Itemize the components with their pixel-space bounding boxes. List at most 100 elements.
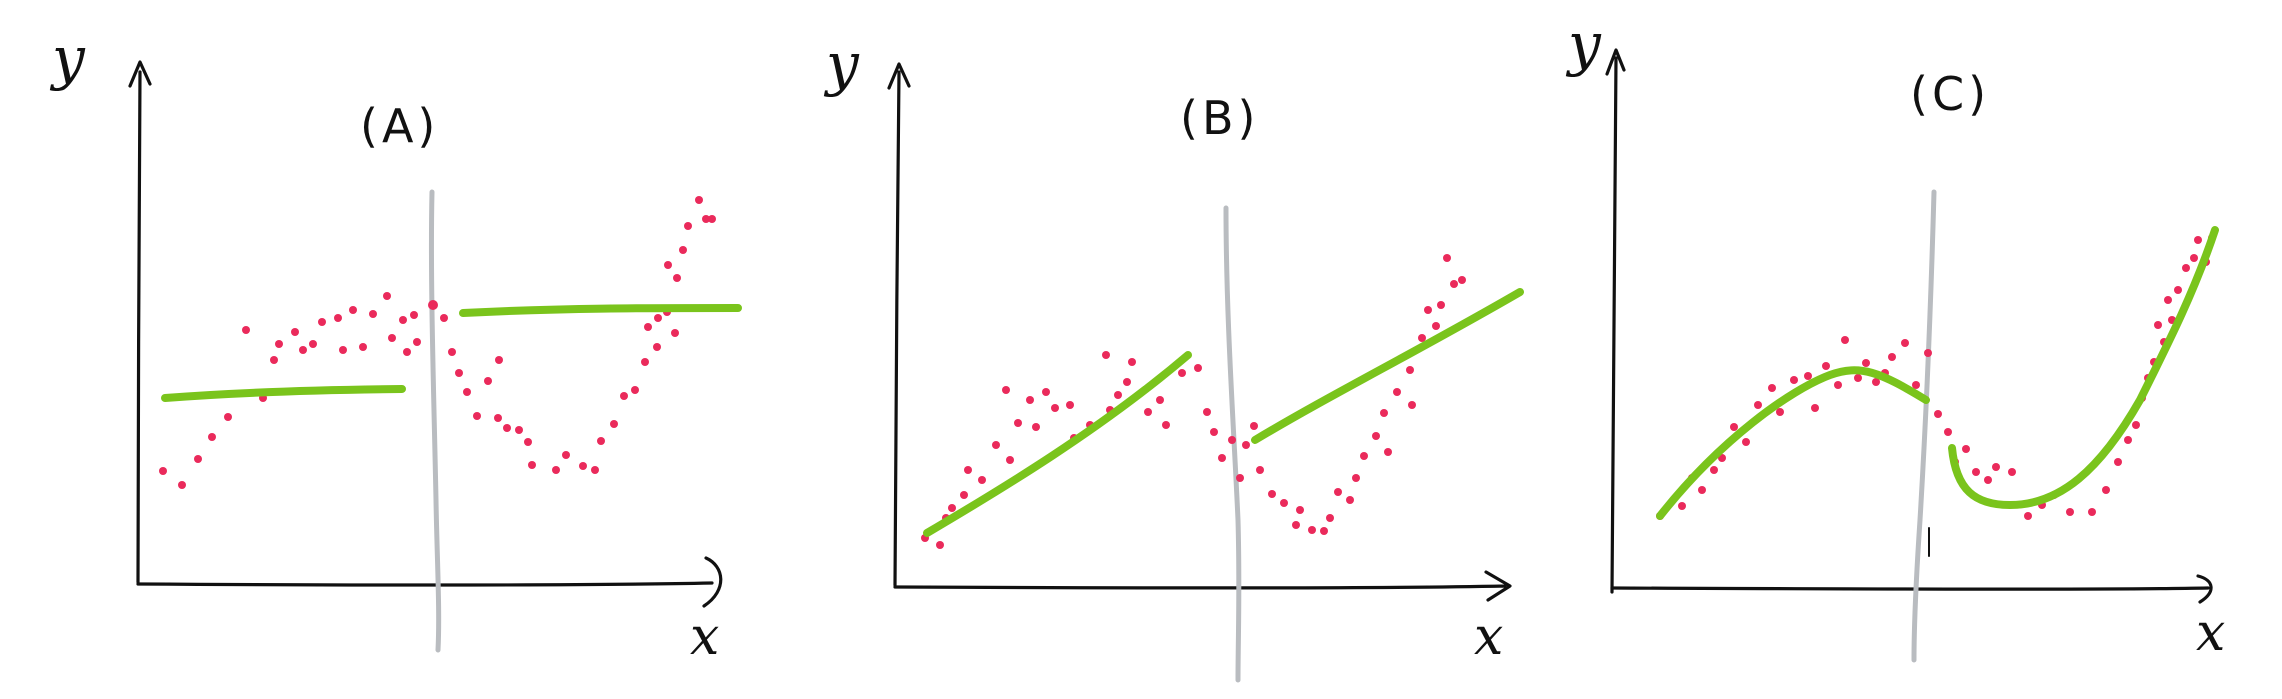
data-point xyxy=(597,437,605,445)
data-point xyxy=(1730,423,1738,431)
data-point xyxy=(978,476,986,484)
data-point xyxy=(1393,388,1401,396)
panel-b-fit-line-left xyxy=(927,355,1188,533)
data-point xyxy=(318,318,326,326)
data-point xyxy=(299,346,307,354)
panel-c: y x (C) xyxy=(1565,10,2225,663)
data-point xyxy=(948,504,956,512)
data-point xyxy=(270,356,278,364)
data-point xyxy=(2164,296,2172,304)
data-point xyxy=(1156,396,1164,404)
data-point xyxy=(644,323,652,331)
data-point xyxy=(1742,438,1750,446)
data-point xyxy=(1144,408,1152,416)
data-point xyxy=(1352,474,1360,482)
data-point xyxy=(291,328,299,336)
data-point xyxy=(653,343,661,351)
data-point xyxy=(503,424,511,432)
panel-c-x-axis xyxy=(1612,576,2211,602)
panel-b: y x (B) xyxy=(823,30,1520,680)
data-point xyxy=(1032,423,1040,431)
data-point xyxy=(388,334,396,342)
panel-b-divider xyxy=(1226,208,1239,680)
data-point xyxy=(399,316,407,324)
data-point xyxy=(684,222,692,230)
data-point xyxy=(1292,521,1300,529)
data-point xyxy=(2154,321,2162,329)
data-point xyxy=(964,466,972,474)
data-point xyxy=(494,414,502,422)
data-point xyxy=(679,246,687,254)
data-point xyxy=(1406,366,1414,374)
panel-c-title: (C) xyxy=(1910,67,1990,121)
panel-a-fit-line-left xyxy=(165,389,402,398)
data-point xyxy=(1242,441,1250,449)
data-point xyxy=(383,292,391,300)
data-point xyxy=(1334,488,1342,496)
data-point xyxy=(708,215,716,223)
panel-a-data-points xyxy=(159,196,716,489)
data-point xyxy=(1710,466,1718,474)
data-point xyxy=(1804,372,1812,380)
data-point xyxy=(1822,362,1830,370)
data-point xyxy=(562,451,570,459)
data-point xyxy=(1360,452,1368,460)
data-point xyxy=(1380,409,1388,417)
data-point xyxy=(275,340,283,348)
data-point xyxy=(641,358,649,366)
data-point xyxy=(242,326,250,334)
data-point xyxy=(455,369,463,377)
data-point xyxy=(1992,463,2000,471)
panel-a-x-axis xyxy=(138,558,721,606)
data-point xyxy=(1026,396,1034,404)
data-point xyxy=(960,491,968,499)
data-point xyxy=(1888,353,1896,361)
data-point xyxy=(1450,280,1458,288)
data-point xyxy=(224,413,232,421)
data-point xyxy=(1384,448,1392,456)
data-point xyxy=(403,348,411,356)
panel-b-fit-line-right xyxy=(1255,292,1520,440)
data-point xyxy=(1123,378,1131,386)
data-point xyxy=(410,311,418,319)
data-point xyxy=(339,346,347,354)
data-point xyxy=(2124,436,2132,444)
panel-c-x-label: x xyxy=(2196,603,2225,663)
data-point xyxy=(654,314,662,322)
data-point xyxy=(2132,421,2140,429)
data-point xyxy=(428,300,438,310)
data-point xyxy=(1834,381,1842,389)
data-point xyxy=(1162,421,1170,429)
panel-c-fit-line-right xyxy=(1952,230,2215,505)
data-point xyxy=(936,541,944,549)
data-point xyxy=(448,348,456,356)
panel-c-fit-line-left xyxy=(1660,370,1926,516)
data-point xyxy=(1236,474,1244,482)
data-point xyxy=(1203,408,1211,416)
data-point xyxy=(1128,358,1136,366)
panel-a-y-axis xyxy=(130,62,150,582)
data-point xyxy=(1114,391,1122,399)
data-point xyxy=(208,433,216,441)
data-point xyxy=(1178,369,1186,377)
data-point xyxy=(1854,374,1862,382)
data-point xyxy=(1250,422,1258,430)
data-point xyxy=(1432,322,1440,330)
panel-b-y-axis xyxy=(889,64,909,585)
data-point xyxy=(1228,436,1236,444)
panel-c-y-axis xyxy=(1607,50,1624,592)
data-point xyxy=(1924,349,1932,357)
data-point xyxy=(1901,339,1909,347)
data-point xyxy=(610,420,618,428)
panel-a-fit-line-right xyxy=(463,308,738,313)
data-point xyxy=(2190,254,2198,262)
data-point xyxy=(1346,496,1354,504)
data-point xyxy=(992,441,1000,449)
data-point xyxy=(1754,401,1762,409)
data-point xyxy=(334,314,342,322)
data-point xyxy=(2114,458,2122,466)
data-point xyxy=(1678,502,1686,510)
data-point xyxy=(159,467,167,475)
data-point xyxy=(1042,388,1050,396)
data-point xyxy=(631,386,639,394)
